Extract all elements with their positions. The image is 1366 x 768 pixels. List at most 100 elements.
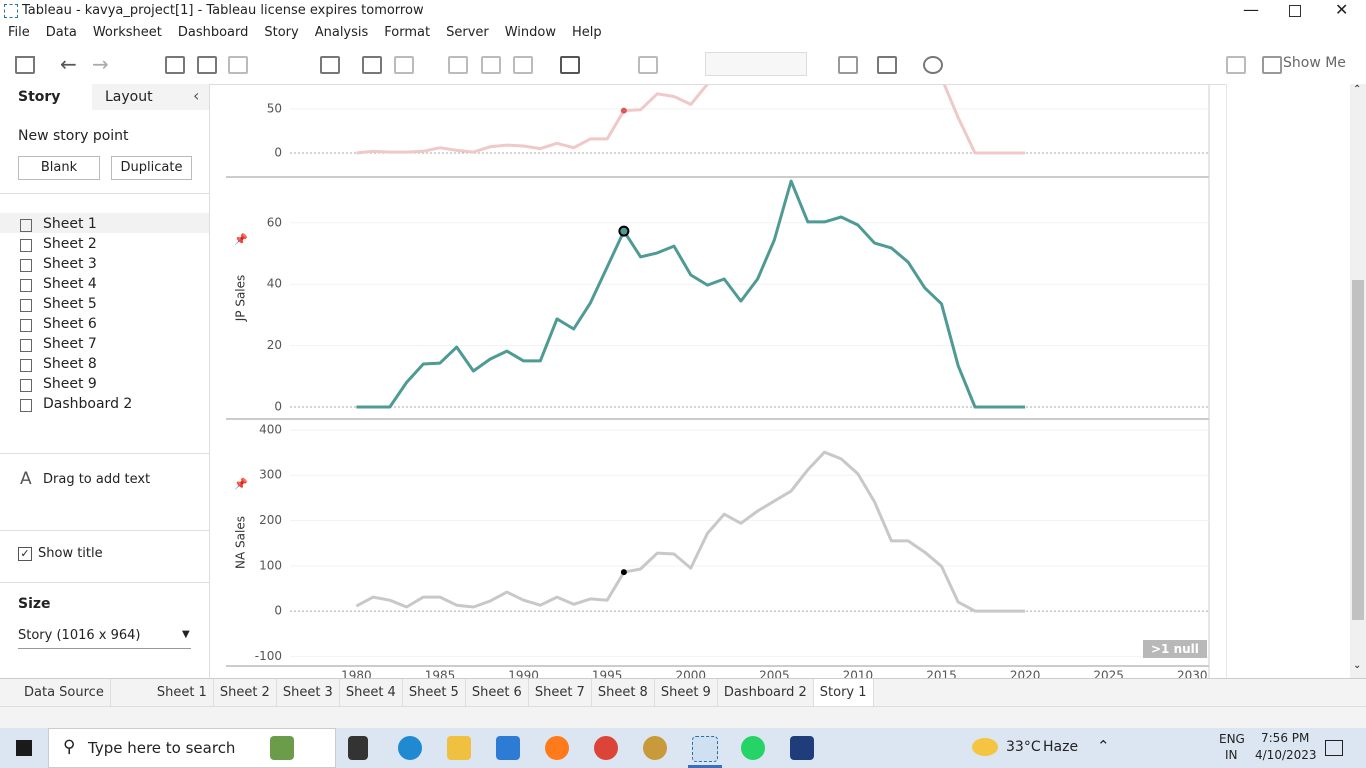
- sheet-tab[interactable]: Sheet 9: [655, 679, 718, 707]
- sheet-tab[interactable]: Sheet 5: [403, 679, 466, 707]
- search-text[interactable]: Type here to search: [88, 739, 236, 757]
- clock-date[interactable]: 4/10/2023: [1255, 748, 1317, 762]
- fit-dropdown[interactable]: [705, 52, 807, 76]
- sheet-item[interactable]: Sheet 3: [43, 256, 97, 272]
- story-tab[interactable]: Story: [18, 89, 61, 105]
- sheet-tab[interactable]: Sheet 2: [214, 679, 277, 707]
- selected-point[interactable]: [620, 569, 627, 576]
- whatsapp[interactable]: [741, 736, 765, 760]
- size-value[interactable]: Story (1016 x 964): [18, 628, 141, 643]
- app-icon[interactable]: [790, 736, 814, 760]
- show-me[interactable]: Show Me: [1283, 55, 1346, 71]
- firefox[interactable]: [545, 736, 569, 760]
- sort-asc-button[interactable]: [481, 56, 501, 74]
- clock-time[interactable]: 7:56 PM: [1261, 731, 1310, 745]
- duplicate-button[interactable]: [362, 56, 382, 74]
- scroll-down[interactable]: ⌄: [1353, 660, 1362, 671]
- sheet-item[interactable]: Sheet 4: [43, 276, 97, 292]
- restore[interactable]: [1289, 5, 1301, 17]
- menu-item[interactable]: Window: [504, 25, 556, 40]
- sheet-tab[interactable]: Data Source: [0, 679, 111, 707]
- show-title-checkbox[interactable]: ✓: [18, 547, 32, 561]
- divider: [0, 530, 209, 531]
- menu-item[interactable]: Help: [572, 25, 602, 40]
- task-view[interactable]: [348, 736, 368, 760]
- chrome[interactable]: [594, 736, 618, 760]
- format-button[interactable]: [1226, 56, 1246, 74]
- layout-tab[interactable]: Layout: [105, 89, 153, 105]
- temperature[interactable]: 33°C: [1006, 739, 1041, 755]
- language[interactable]: ENG: [1219, 732, 1245, 746]
- sheet-icon: [20, 339, 32, 352]
- weather[interactable]: Haze: [1043, 739, 1079, 755]
- duplicate-button[interactable]: Duplicate: [111, 156, 192, 180]
- sheet-tab[interactable]: Sheet 8: [592, 679, 655, 707]
- close[interactable]: ✕: [1335, 0, 1349, 19]
- sheet-tab[interactable]: Sheet 7: [529, 679, 592, 707]
- sheet-item[interactable]: Sheet 5: [43, 296, 97, 312]
- swap-button[interactable]: [448, 56, 468, 74]
- sheet-tab[interactable]: Sheet 6: [466, 679, 529, 707]
- y-tick-label: 400: [259, 422, 282, 436]
- menu-item[interactable]: File: [8, 25, 30, 40]
- sheet-tab[interactable]: Sheet 3: [277, 679, 340, 707]
- tray-arrow[interactable]: ⌃: [1097, 737, 1110, 755]
- sheet-item[interactable]: Sheet 1: [43, 216, 97, 232]
- pause-button[interactable]: [228, 56, 248, 74]
- menu-item[interactable]: Story: [264, 25, 299, 40]
- scroll-up[interactable]: ⌃: [1353, 84, 1362, 95]
- region[interactable]: IN: [1225, 748, 1238, 762]
- share-button[interactable]: [923, 56, 943, 74]
- menu-item[interactable]: Dashboard: [177, 25, 249, 40]
- sheet-item[interactable]: Sheet 7: [43, 336, 97, 352]
- blank-button[interactable]: Blank: [18, 156, 100, 180]
- scroll-thumb[interactable]: [1352, 280, 1364, 620]
- highlight-button[interactable]: [560, 56, 580, 74]
- menu-item[interactable]: Data: [45, 25, 77, 40]
- selected-point[interactable]: [620, 107, 627, 114]
- clear-button[interactable]: [394, 56, 414, 74]
- drag-text[interactable]: Drag to add text: [43, 472, 151, 487]
- divider: [0, 453, 209, 454]
- sheet-item[interactable]: Sheet 6: [43, 316, 97, 332]
- tableau[interactable]: [692, 736, 718, 762]
- notifications[interactable]: [1325, 740, 1343, 756]
- null-indicator[interactable]: >1 null: [1143, 640, 1207, 658]
- pin-icon: 📌: [234, 232, 248, 246]
- sheet-tab[interactable]: Sheet 1: [151, 679, 214, 707]
- presentation-button[interactable]: [877, 56, 897, 74]
- mail[interactable]: [496, 736, 520, 760]
- home-button[interactable]: [15, 56, 35, 74]
- size-dropdown-arrow[interactable]: ▼: [182, 629, 190, 640]
- start-button[interactable]: [16, 740, 32, 756]
- sheet-item[interactable]: Sheet 2: [43, 236, 97, 252]
- forward-button[interactable]: →: [92, 52, 109, 76]
- selected-point[interactable]: [618, 225, 630, 237]
- sheet-item[interactable]: Sheet 8: [43, 356, 97, 372]
- show-title-label[interactable]: Show title: [38, 546, 103, 561]
- cards-button[interactable]: [838, 56, 858, 74]
- sheet-tab[interactable]: Dashboard 2: [718, 679, 814, 707]
- edge[interactable]: [398, 736, 422, 760]
- sheet-item[interactable]: Dashboard 2: [43, 396, 133, 412]
- minimize[interactable]: —: [1243, 0, 1259, 19]
- menu-item[interactable]: Format: [384, 25, 431, 40]
- label-button[interactable]: [638, 56, 658, 74]
- save-button[interactable]: [165, 56, 185, 74]
- x-tick-label: 2025: [1093, 669, 1124, 679]
- sheet-tab[interactable]: Story 1: [813, 679, 874, 707]
- show-me-icon[interactable]: [1262, 56, 1282, 74]
- new-sheet-button[interactable]: [320, 56, 340, 74]
- sheet-tab[interactable]: Sheet 4: [340, 679, 403, 707]
- menu-item[interactable]: Worksheet: [92, 25, 162, 40]
- menu-item[interactable]: Analysis: [314, 25, 369, 40]
- scrollbar[interactable]: ⌃ ⌄: [1350, 84, 1366, 678]
- sheet-item[interactable]: Sheet 9: [43, 376, 97, 392]
- collapse-button[interactable]: ‹: [193, 86, 200, 105]
- back-button[interactable]: ←: [60, 52, 77, 76]
- sort-desc-button[interactable]: [513, 56, 533, 74]
- new-datasource-button[interactable]: [197, 56, 217, 74]
- file-explorer[interactable]: [447, 736, 471, 760]
- app-icon[interactable]: [643, 736, 667, 760]
- menu-item[interactable]: Server: [446, 25, 489, 40]
